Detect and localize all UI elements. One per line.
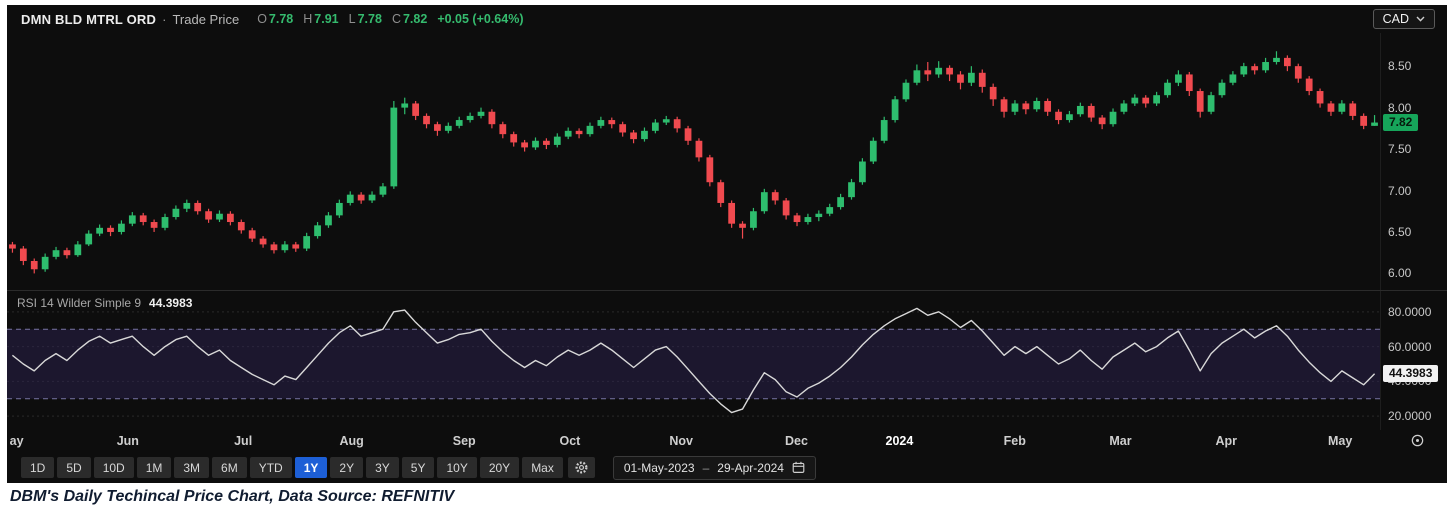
range-button-3m[interactable]: 3M xyxy=(174,457,210,478)
range-buttons: 1D 5D 10D 1M 3M 6M YTD 1Y 2Y 3Y 5Y 10Y 20Y Max xyxy=(21,457,563,478)
rsi-current-value: 44.3983 xyxy=(149,296,193,310)
series-name: Trade Price xyxy=(172,11,240,27)
range-button-1d[interactable]: 1D xyxy=(21,457,55,478)
price-axis-label: 8.00 xyxy=(1388,100,1412,115)
rsi-value-badge: 44.3983 xyxy=(1383,364,1439,382)
chart-settings-button[interactable] xyxy=(567,457,595,478)
x-axis-label-2024: 2024 xyxy=(885,434,914,448)
last-price-badge: 7.82 xyxy=(1383,113,1419,131)
month-labels: ay Jun Jul Aug Sep Oct Nov Dec 2024 Feb Mar Apr May xyxy=(7,430,1380,452)
range-button-6m[interactable]: 6M xyxy=(212,457,247,478)
currency-value: CAD xyxy=(1382,12,1409,26)
rsi-axis-label: 80.0000 xyxy=(1388,304,1432,319)
x-axis-label-nov: Nov xyxy=(669,434,693,448)
ohlc-low: L 7.78 xyxy=(349,12,382,26)
close-value: 7.82 xyxy=(402,12,428,26)
rsi-axis-label: 20.0000 xyxy=(1388,409,1432,424)
x-axis-label-apr: Apr xyxy=(1215,434,1237,448)
range-button-1m[interactable]: 1M xyxy=(136,457,172,478)
range-button-2y[interactable]: 2Y xyxy=(330,457,364,478)
x-axis-label-jul: Jul xyxy=(234,434,253,448)
x-axis-label-may: May xyxy=(1328,434,1353,448)
low-value: 7.78 xyxy=(357,12,382,26)
instrument-title: DMN BLD MTRL ORD xyxy=(21,11,157,27)
ohlc-high: H 7.91 xyxy=(303,12,338,26)
range-button-3y[interactable]: 3Y xyxy=(366,457,399,478)
date-to: 29-Apr-2024 xyxy=(717,460,784,475)
rsi-indicator-label: RSI 14 Wilder Simple 9 xyxy=(17,296,142,310)
open-label: O xyxy=(257,12,267,26)
rsi-pane: RSI 14 Wilder Simple 9 44.3983 44.3983 8… xyxy=(7,290,1447,430)
price-axis-label: 7.00 xyxy=(1388,183,1412,198)
price-axis-label: 6.50 xyxy=(1388,224,1412,239)
range-button-ytd[interactable]: YTD xyxy=(249,457,292,478)
title-separator: · xyxy=(162,11,167,27)
close-label: C xyxy=(391,12,401,26)
price-axis-label: 8.50 xyxy=(1388,59,1412,74)
x-axis-label-feb: Feb xyxy=(1003,434,1026,448)
x-axis-label-ay: ay xyxy=(9,434,24,448)
calendar-icon xyxy=(792,461,805,473)
x-axis-label-dec: Dec xyxy=(785,434,808,448)
ohlc-close: C 7.82 xyxy=(392,12,427,26)
high-label: H xyxy=(303,12,313,26)
ohlc-readout: O 7.78 H 7.91 L 7.78 C 7.82 +0.05 (+0.64%) xyxy=(257,12,523,26)
x-axis-label-mar: Mar xyxy=(1109,434,1132,448)
range-button-10d[interactable]: 10D xyxy=(93,457,134,478)
open-value: 7.78 xyxy=(268,12,294,26)
toolbar: 1D 5D 10D 1M 3M 6M YTD 1Y 2Y 3Y 5Y 10Y 20Y Max 01-May… xyxy=(7,452,1447,483)
time-axis: ay Jun Jul Aug Sep Oct Nov Dec 2024 Feb Mar Apr May xyxy=(7,430,1447,452)
range-button-5d[interactable]: 5D xyxy=(57,457,91,478)
gear-icon xyxy=(575,461,588,474)
range-button-1y[interactable]: 1Y xyxy=(294,457,328,478)
rsi-label-row: RSI 14 Wilder Simple 9 44.3983 xyxy=(17,296,192,310)
date-range-picker[interactable]: 01-May-2023 – 29-Apr-2024 xyxy=(612,455,816,480)
x-axis-label-aug: Aug xyxy=(339,434,364,448)
chart-widget: DMN BLD MTRL ORD · Trade Price O 7.78 H 7.… xyxy=(7,5,1447,483)
date-from: 01-May-2023 xyxy=(623,460,695,475)
rsi-chart-svg[interactable] xyxy=(7,291,1380,430)
low-label: L xyxy=(348,12,356,26)
chart-header: DMN BLD MTRL ORD · Trade Price O 7.78 H 7.… xyxy=(7,5,1447,33)
x-axis-label-sep: Sep xyxy=(452,434,476,448)
price-axis-label: 7.50 xyxy=(1388,142,1412,157)
chevron-down-icon xyxy=(1416,16,1425,22)
range-button-5y[interactable]: 5Y xyxy=(401,457,435,478)
x-axis-label-oct: Oct xyxy=(559,434,581,448)
price-chart-svg[interactable] xyxy=(7,33,1380,290)
range-button-max[interactable]: Max xyxy=(522,457,563,478)
range-button-10y[interactable]: 10Y xyxy=(437,457,477,478)
ohlc-open: O 7.78 xyxy=(257,12,293,26)
price-axis-label: 6.00 xyxy=(1388,266,1412,281)
currency-dropdown[interactable]: CAD xyxy=(1372,9,1435,29)
change-value: +0.05 (+0.64%) xyxy=(437,12,524,26)
rsi-axis-label: 60.0000 xyxy=(1388,339,1432,354)
x-axis-label-jun: Jun xyxy=(116,434,139,448)
price-pane: 7.82 8.50 8.00 7.50 7.00 6.50 6.00 xyxy=(7,33,1447,290)
crosshair-icon[interactable] xyxy=(1410,433,1425,448)
high-value: 7.91 xyxy=(314,12,339,26)
price-axis: 7.82 8.50 8.00 7.50 7.00 6.50 6.00 xyxy=(1380,33,1447,290)
range-button-20y[interactable]: 20Y xyxy=(479,457,520,478)
chart-caption: DBM's Daily Techincal Price Chart, Data … xyxy=(10,488,455,505)
date-separator: – xyxy=(702,460,710,475)
